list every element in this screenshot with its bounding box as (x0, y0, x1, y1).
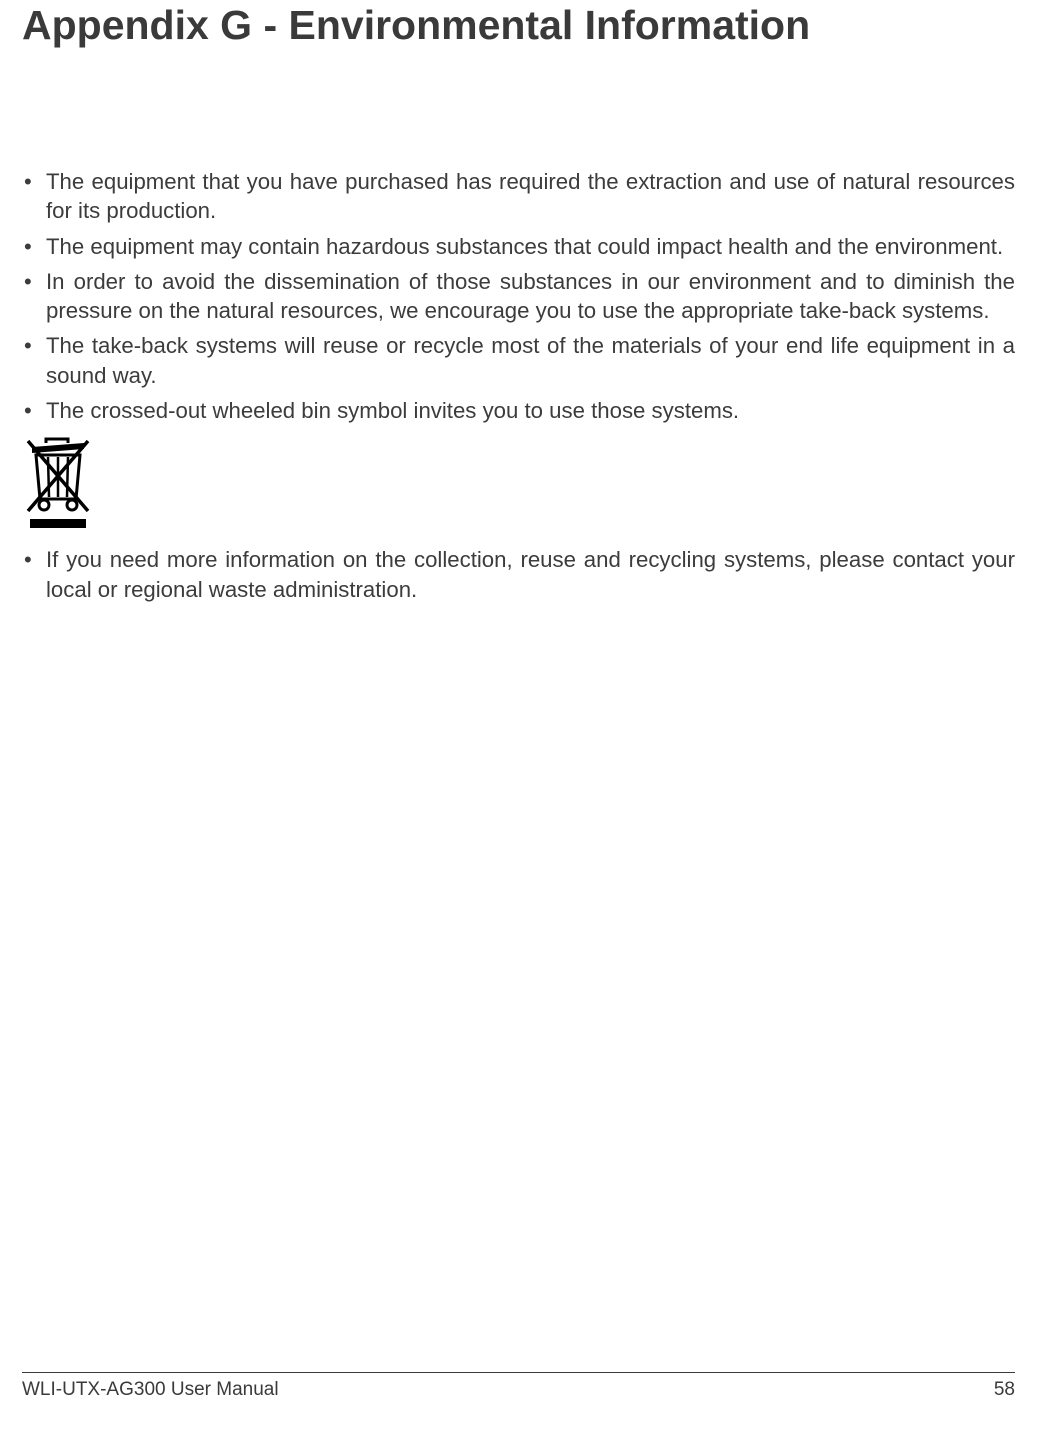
weee-symbol-container (22, 435, 1015, 531)
list-item: The take-back systems will reuse or recy… (22, 331, 1015, 390)
page-title: Appendix G - Environmental Information (22, 2, 1015, 49)
list-item: The equipment may contain hazardous subs… (22, 232, 1015, 261)
weee-crossed-bin-icon (22, 435, 94, 531)
page-footer: WLI-UTX-AG300 User Manual 58 (22, 1372, 1015, 1401)
list-item: In order to avoid the dissemination of t… (22, 267, 1015, 326)
footer-manual-name: WLI-UTX-AG300 User Manual (22, 1379, 279, 1401)
list-item: If you need more information on the coll… (22, 545, 1015, 604)
list-item: The equipment that you have purchased ha… (22, 167, 1015, 226)
footer-page-number: 58 (994, 1379, 1015, 1401)
bullet-list-top: The equipment that you have purchased ha… (22, 167, 1015, 425)
list-item: The crossed-out wheeled bin symbol invit… (22, 396, 1015, 425)
page-content: Appendix G - Environmental Information T… (0, 2, 1039, 604)
bullet-list-bottom: If you need more information on the coll… (22, 545, 1015, 604)
